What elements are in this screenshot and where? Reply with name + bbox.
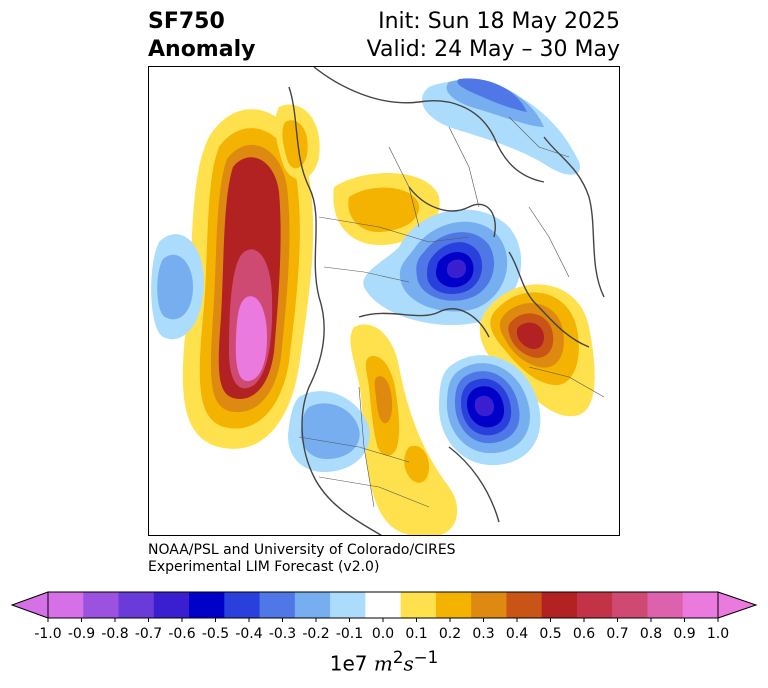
plot-title-right: Init: Sun 18 May 2025 Valid: 24 May – 30… [367, 8, 620, 64]
colorbar-segment [506, 592, 543, 618]
colorbar-segment [189, 592, 225, 618]
credit-line-1: NOAA/PSL and University of Colorado/CIRE… [148, 542, 456, 558]
units-prefix: 1e7 [329, 651, 368, 676]
colorbar-tick-label: -0.6 [168, 626, 196, 642]
colorbar-segment [682, 592, 719, 618]
colorbar-tick-label: -0.7 [134, 626, 163, 642]
colorbar-tick-label: 0.7 [606, 626, 629, 642]
colorbar-tick-label: 0.2 [438, 626, 462, 642]
colorbar-segment [435, 592, 472, 618]
credit-line-2: Experimental LIM Forecast (v2.0) [148, 559, 380, 575]
colorbar-tick-label: -0.3 [268, 626, 297, 642]
anomaly-central-pacific-negative [151, 234, 204, 340]
map-canvas [151, 67, 605, 535]
colorbar-segment [224, 592, 261, 618]
anomaly-north-siberia-negative [421, 78, 580, 175]
colorbar-segment [471, 592, 507, 618]
init-date: Init: Sun 18 May 2025 [378, 9, 620, 34]
valid-range: Valid: 24 May – 30 May [366, 37, 620, 62]
colorbar-tick-label: -0.2 [302, 626, 330, 642]
colorbar-tick-label: 0.5 [539, 626, 562, 642]
anomaly-title: Anomaly [148, 37, 256, 62]
variable-title: SF750 [148, 9, 225, 34]
colorbar [10, 591, 758, 622]
colorbar-segment [83, 592, 120, 618]
units-s-exp: −1 [413, 648, 439, 667]
colorbar-segment [365, 592, 402, 618]
colorbar-segment [153, 592, 190, 618]
plot-title-left: SF750 Anomaly [148, 8, 255, 64]
colorbar-segment [576, 592, 613, 618]
anomaly-north-atlantic-negative [439, 355, 541, 466]
colorbar-tick-label: -0.5 [201, 626, 230, 642]
colorbar-tick-label: -0.1 [335, 626, 364, 642]
credit-text: NOAA/PSL and University of Colorado/CIRE… [148, 542, 456, 576]
anomaly-ne-pacific-positive [182, 109, 314, 449]
colorbar-tick-label: 0.8 [639, 626, 663, 642]
anomaly-east-north-america-positive [350, 324, 458, 535]
colorbar-segment [259, 592, 296, 618]
coastlines [288, 67, 605, 535]
anomaly-northern-europe-negative [363, 209, 522, 326]
colorbar-segment [400, 592, 437, 618]
colorbar-tick-label: 0.6 [572, 626, 596, 642]
colorbar-segment [541, 592, 578, 618]
colorbar-segment [118, 592, 155, 618]
anomaly-eastern-europe-positive [479, 284, 595, 417]
colorbar-segment [647, 592, 684, 618]
colorbar-extend-high [717, 591, 758, 619]
colorbar-units: 1e7 m2s−1 [0, 648, 768, 676]
units-m-exp: 2 [392, 648, 404, 667]
colorbar-tick-label: -0.8 [101, 626, 129, 642]
units-m: m [373, 651, 393, 676]
colorbar-tick-label: 0.4 [505, 626, 529, 642]
colorbar-tick-label: 0.9 [673, 626, 696, 642]
map-panel [148, 66, 620, 536]
anomaly-western-us-negative [288, 391, 370, 472]
colorbar-tick-label: 1.0 [706, 626, 730, 642]
colorbar-segment [330, 592, 366, 618]
colorbar-segment [612, 592, 648, 618]
colorbar-extend-low [10, 591, 49, 619]
units-s: s [403, 651, 414, 676]
colorbar-tick-label: 0.1 [405, 626, 428, 642]
colorbar-tick-label: -0.4 [235, 626, 263, 642]
colorbar-tick-label: -0.9 [67, 626, 96, 642]
colorbar-tick-label: 0.0 [371, 626, 395, 642]
colorbar-segment [48, 592, 84, 618]
colorbar-segment [294, 592, 331, 618]
political-borders [298, 116, 605, 508]
colorbar-tick-label: -1.0 [34, 626, 62, 642]
colorbar-ticks: -1.0 -0.9 -0.8 -0.7 -0.6 -0.5 -0.4 -0.3 -0.2 -0.1… [0, 626, 768, 646]
colorbar-tick-label: 0.3 [472, 626, 495, 642]
